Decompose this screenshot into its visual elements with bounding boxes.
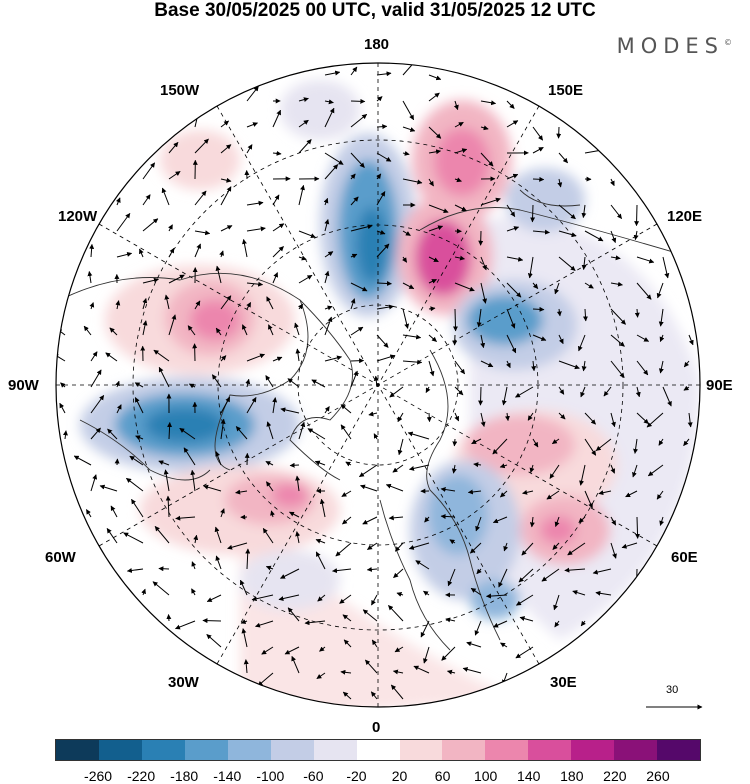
wind-vector: [159, 568, 169, 569]
colorbar-tick-label: -100: [256, 768, 284, 784]
lon-label-60w: 60W: [45, 550, 76, 566]
wind-vector: [532, 205, 533, 222]
colorbar-swatch: [56, 740, 99, 760]
lon-label-0: 0: [372, 720, 380, 736]
colorbar-swatch: [99, 740, 142, 760]
wind-vector: [480, 387, 481, 405]
lon-label-120w: 120W: [58, 209, 97, 225]
lon-label-90e: 90E: [706, 378, 733, 394]
modes-logo: MODES©: [617, 34, 732, 58]
colorbar-tick-label: 100: [474, 768, 497, 784]
colorbar: [55, 739, 701, 761]
map-title: Base 30/05/2025 00 UTC, valid 31/05/2025…: [0, 0, 750, 22]
colorbar-swatch: [228, 740, 271, 760]
wind-vector: [454, 439, 455, 446]
colorbar-tick-label: 220: [603, 768, 626, 784]
wind-vector: [533, 309, 544, 310]
lon-label-150w: 150W: [160, 83, 199, 99]
wind-vector: [455, 309, 456, 331]
colorbar-swatch: [614, 740, 657, 760]
colorbar-swatch: [442, 740, 485, 760]
lon-label-90w: 90W: [8, 378, 39, 394]
wind-vector: [636, 205, 637, 226]
wind-vector: [203, 620, 221, 621]
colorbar-tick-label: 140: [517, 768, 540, 784]
colorbar-swatch: [357, 740, 400, 760]
colorbar-swatch: [571, 740, 614, 760]
colorbar-swatch: [142, 740, 185, 760]
colorbar-swatch: [271, 740, 314, 760]
lon-label-120e: 120E: [667, 209, 702, 225]
lon-label-150e: 150E: [548, 83, 583, 99]
colorbar-tick-label: 180: [560, 768, 583, 784]
colorbar-tick-label: -220: [127, 768, 155, 784]
colorbar-tick-label: -260: [84, 768, 112, 784]
colorbar-swatch: [485, 740, 528, 760]
colorbar-swatch: [400, 740, 443, 760]
colorbar-tick-label: 260: [646, 768, 669, 784]
colorbar-tick-label: -140: [213, 768, 241, 784]
lon-label-30w: 30W: [168, 675, 199, 691]
colorbar-swatch: [657, 740, 700, 760]
colorbar-tick-label: -60: [303, 768, 323, 784]
lon-label-60e: 60E: [671, 550, 698, 566]
wind-vector: [377, 126, 387, 127]
wind-vector: [637, 309, 638, 317]
colorbar-swatch: [528, 740, 571, 760]
colorbar-tick-label: 20: [392, 768, 408, 784]
wind-vector: [351, 101, 365, 102]
colorbar-tick-label: 60: [435, 768, 451, 784]
colorbar-swatch: [185, 740, 228, 760]
lon-label-180: 180: [364, 37, 389, 53]
reference-vector-label: 30: [666, 684, 678, 696]
colorbar-tick-label: -180: [170, 768, 198, 784]
wind-vector: [637, 517, 638, 538]
colorbar-swatch: [314, 740, 357, 760]
lon-label-30e: 30E: [550, 675, 577, 691]
wind-vector: [533, 179, 544, 180]
wind-vector: [429, 413, 430, 422]
wind-vector: [290, 465, 299, 466]
colorbar-tick-label: -20: [346, 768, 366, 784]
